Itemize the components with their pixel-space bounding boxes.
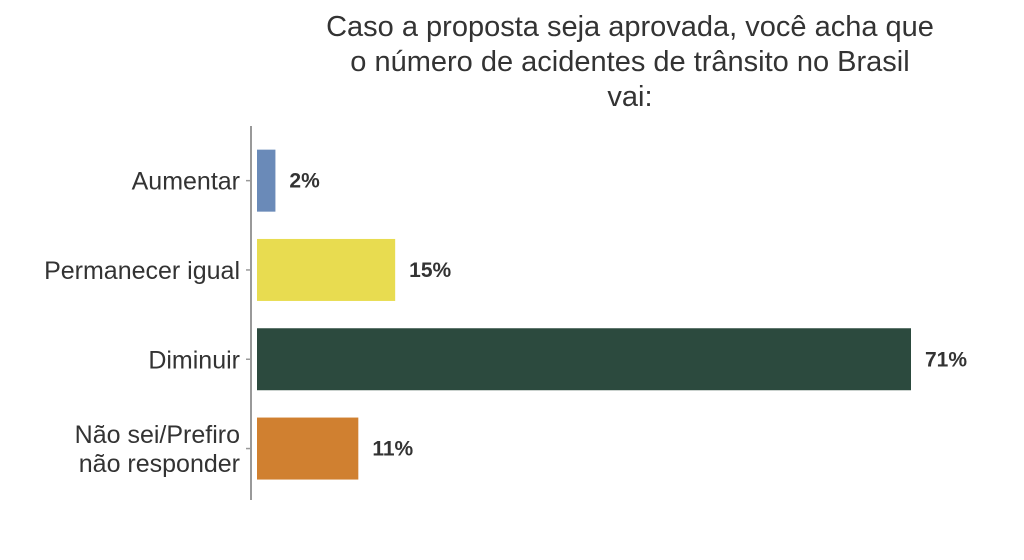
chart-title-line: Caso a proposta seja aprovada, você acha… bbox=[326, 11, 934, 43]
bar bbox=[257, 417, 359, 480]
tick-label: Aumentar bbox=[132, 168, 240, 196]
data-label: 2% bbox=[289, 170, 320, 193]
tick-label: Permanecer igual bbox=[44, 257, 240, 285]
tick-label: Diminuir bbox=[148, 346, 240, 374]
data-label: 11% bbox=[372, 438, 413, 461]
data-label: 15% bbox=[409, 259, 451, 282]
bar bbox=[257, 238, 396, 301]
chart-title-line: vai: bbox=[607, 81, 652, 113]
chart-title: Caso a proposta seja aprovada, você acha… bbox=[326, 11, 934, 113]
tick-label: não responder bbox=[79, 450, 240, 478]
bar bbox=[257, 328, 911, 391]
tick-label: Não sei/Prefiro bbox=[75, 421, 240, 449]
chart-title-line: o número de acidentes de trânsito no Bra… bbox=[350, 46, 909, 78]
bar bbox=[257, 149, 276, 212]
data-label: 71% bbox=[925, 348, 967, 371]
bars-group: 2% Aumentar 15% Permanecer igual 71% Diminuir… bbox=[44, 149, 967, 480]
